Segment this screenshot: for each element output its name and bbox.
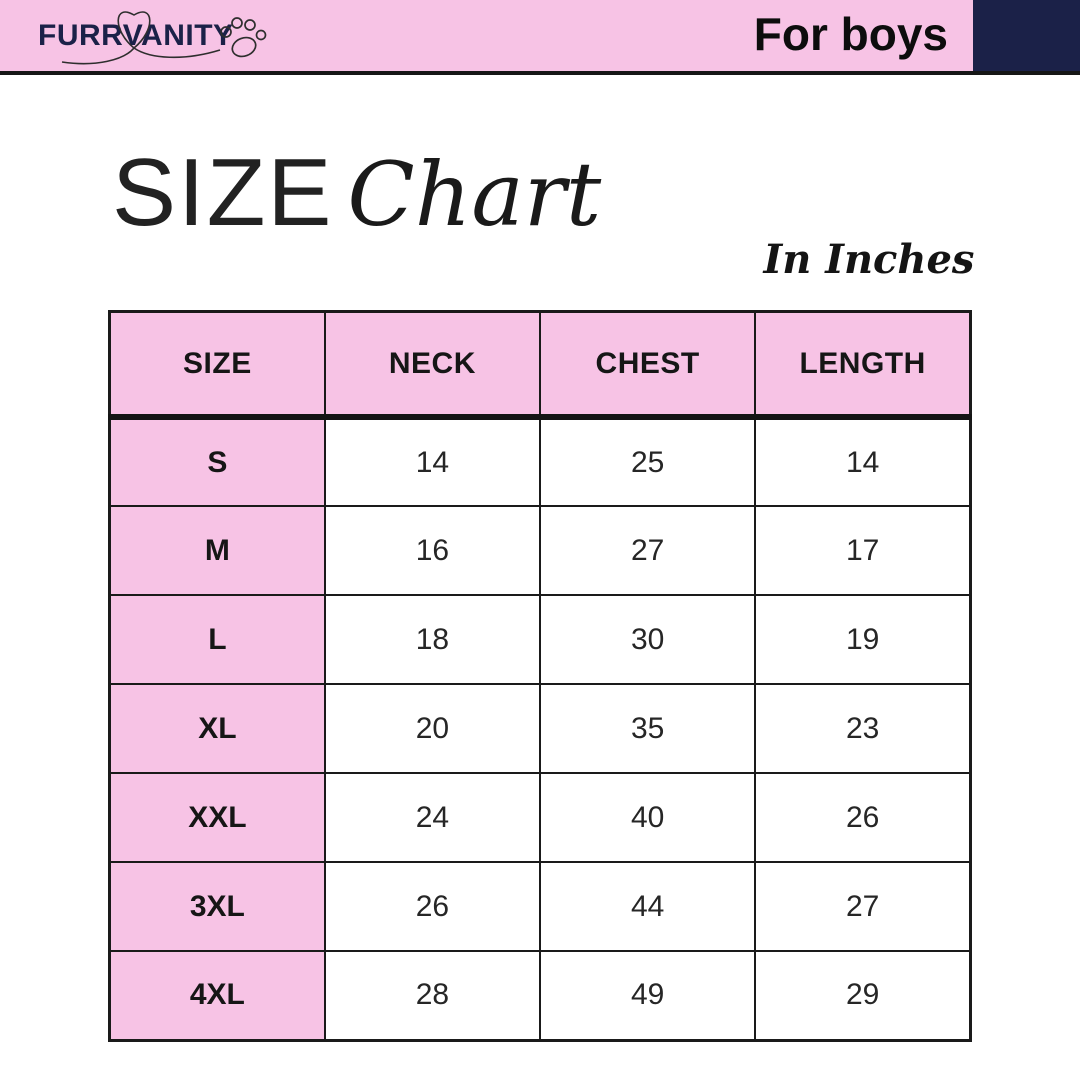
size-table-body: S 14 25 14 M 16 27 17 L 18 30 19 XL 20 3… — [108, 416, 972, 1041]
length-value: 26 — [754, 772, 972, 863]
chest-value: 35 — [538, 683, 757, 774]
title-size-word: SIZE — [112, 139, 334, 246]
neck-value: 28 — [323, 950, 542, 1041]
chest-value: 30 — [538, 594, 757, 685]
length-value: 23 — [754, 683, 972, 774]
length-value: 14 — [754, 416, 972, 507]
brand-logo: FURRVANITY — [34, 0, 304, 71]
neck-value: 20 — [323, 683, 542, 774]
neck-value: 26 — [323, 861, 542, 952]
size-label: 3XL — [108, 861, 326, 952]
chest-value: 27 — [538, 505, 757, 596]
unit-label: In Inches — [763, 236, 975, 283]
header-bar: FURRVANITY For boys — [0, 0, 1080, 75]
col-header-neck: NECK — [323, 310, 542, 420]
title-chart-word: Chart — [347, 143, 602, 246]
length-value: 19 — [754, 594, 972, 685]
length-value: 29 — [754, 950, 972, 1041]
table-row-3xl: 3XL 26 44 27 — [108, 861, 972, 952]
chest-value: 40 — [538, 772, 757, 863]
table-row-xxl: XXL 24 40 26 — [108, 772, 972, 863]
audience-label: For boys — [753, 8, 948, 60]
col-header-length: LENGTH — [754, 310, 972, 420]
size-label: XL — [108, 683, 326, 774]
size-label: M — [108, 505, 326, 596]
table-row-4xl: 4XL 28 49 29 — [108, 950, 972, 1041]
table-row-l: L 18 30 19 — [108, 594, 972, 685]
neck-value: 16 — [323, 505, 542, 596]
chest-value: 49 — [538, 950, 757, 1041]
col-header-chest: CHEST — [538, 310, 757, 420]
size-table-head: SIZE NECK CHEST LENGTH — [108, 310, 972, 420]
chest-value: 25 — [538, 416, 757, 507]
size-label: 4XL — [108, 950, 326, 1041]
length-value: 17 — [754, 505, 972, 596]
size-label: S — [108, 416, 326, 507]
table-row-s: S 14 25 14 — [108, 416, 972, 507]
page-title: SIZE Chart — [112, 140, 601, 246]
chest-value: 44 — [538, 861, 757, 952]
neck-value: 14 — [323, 416, 542, 507]
neck-value: 18 — [323, 594, 542, 685]
neck-value: 24 — [323, 772, 542, 863]
length-value: 27 — [754, 861, 972, 952]
size-table: SIZE NECK CHEST LENGTH S 14 25 14 M 16 2… — [108, 310, 972, 1042]
header-row: SIZE NECK CHEST LENGTH — [108, 310, 972, 420]
accent-block — [973, 0, 1080, 71]
size-label: XXL — [108, 772, 326, 863]
table-row-xl: XL 20 35 23 — [108, 683, 972, 774]
table-row-m: M 16 27 17 — [108, 505, 972, 596]
size-label: L — [108, 594, 326, 685]
brand-name: FURRVANITY — [38, 19, 234, 52]
col-header-size: SIZE — [108, 310, 326, 420]
